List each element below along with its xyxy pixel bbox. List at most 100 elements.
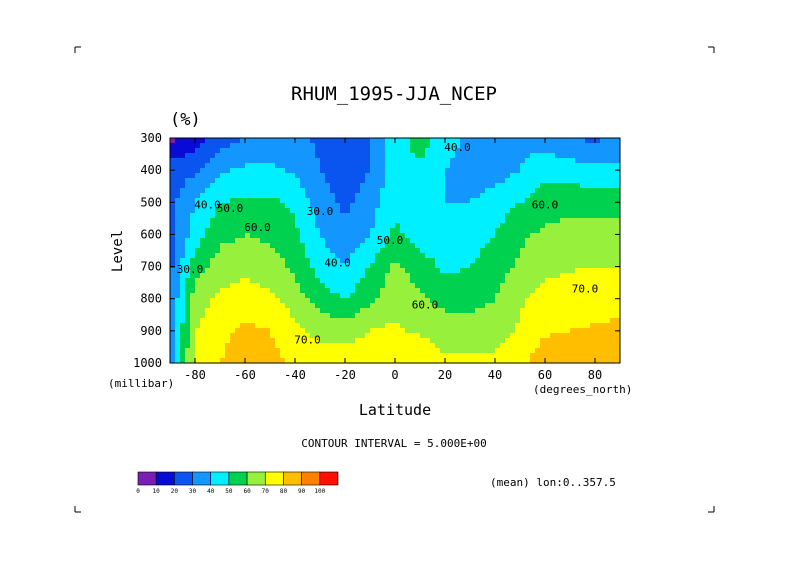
field-cell bbox=[180, 143, 186, 149]
field-cell bbox=[395, 148, 401, 154]
field-cell bbox=[570, 193, 576, 199]
field-cell bbox=[170, 323, 176, 329]
field-cell bbox=[370, 248, 376, 254]
field-cell bbox=[415, 338, 421, 344]
field-cell bbox=[425, 253, 431, 259]
field-cell bbox=[595, 273, 601, 279]
field-cell bbox=[415, 193, 421, 199]
field-cell bbox=[330, 223, 336, 229]
field-cell bbox=[500, 263, 506, 269]
field-cell bbox=[525, 153, 531, 159]
field-cell bbox=[595, 223, 601, 229]
field-cell bbox=[340, 343, 346, 349]
field-cell bbox=[370, 153, 376, 159]
field-cell bbox=[330, 163, 336, 169]
field-cell bbox=[225, 313, 231, 319]
field-cell bbox=[450, 148, 456, 154]
field-cell bbox=[605, 308, 611, 314]
field-cell bbox=[315, 278, 321, 284]
field-cell bbox=[175, 173, 181, 179]
field-cell bbox=[460, 243, 466, 249]
field-cell bbox=[235, 338, 241, 344]
field-cell bbox=[570, 258, 576, 264]
field-cell bbox=[365, 163, 371, 169]
field-cell bbox=[580, 213, 586, 219]
field-cell bbox=[220, 193, 226, 199]
field-cell bbox=[470, 248, 476, 254]
field-cell bbox=[585, 213, 591, 219]
field-cell bbox=[520, 258, 526, 264]
field-cell bbox=[465, 243, 471, 249]
field-cell bbox=[405, 238, 411, 244]
field-cell bbox=[400, 178, 406, 184]
field-cell bbox=[225, 343, 231, 349]
field-cell bbox=[515, 328, 521, 334]
field-cell bbox=[595, 148, 601, 154]
field-cell bbox=[240, 218, 246, 224]
field-cell bbox=[455, 153, 461, 159]
field-cell bbox=[450, 218, 456, 224]
field-cell bbox=[320, 283, 326, 289]
field-cell bbox=[220, 298, 226, 304]
field-cell bbox=[335, 328, 341, 334]
field-cell bbox=[245, 208, 251, 214]
field-cell bbox=[490, 208, 496, 214]
field-cell bbox=[525, 253, 531, 259]
field-cell bbox=[360, 343, 366, 349]
field-cell bbox=[270, 213, 276, 219]
field-cell bbox=[600, 328, 606, 334]
field-cell bbox=[485, 333, 491, 339]
field-cell bbox=[375, 213, 381, 219]
field-cell bbox=[250, 178, 256, 184]
field-cell bbox=[380, 158, 386, 164]
field-cell bbox=[190, 328, 196, 334]
field-cell bbox=[305, 303, 311, 309]
field-cell bbox=[210, 168, 216, 174]
field-cell bbox=[580, 233, 586, 239]
field-cell bbox=[325, 238, 331, 244]
field-cell bbox=[180, 308, 186, 314]
field-cell bbox=[575, 223, 581, 229]
field-cell bbox=[485, 238, 491, 244]
field-cell bbox=[440, 183, 446, 189]
field-cell bbox=[210, 143, 216, 149]
field-cell bbox=[410, 223, 416, 229]
field-cell bbox=[435, 308, 441, 314]
field-cell bbox=[575, 138, 581, 144]
field-cell bbox=[585, 253, 591, 259]
field-cell bbox=[255, 258, 261, 264]
field-cell bbox=[395, 173, 401, 179]
field-cell bbox=[450, 303, 456, 309]
field-cell bbox=[445, 218, 451, 224]
field-cell bbox=[210, 243, 216, 249]
field-cell bbox=[555, 318, 561, 324]
field-cell bbox=[305, 323, 311, 329]
field-cell bbox=[585, 333, 591, 339]
field-cell bbox=[265, 158, 271, 164]
field-cell bbox=[190, 248, 196, 254]
field-cell bbox=[185, 258, 191, 264]
field-cell bbox=[480, 268, 486, 274]
field-cell bbox=[420, 223, 426, 229]
field-cell bbox=[440, 243, 446, 249]
field-cell bbox=[215, 158, 221, 164]
field-cell bbox=[285, 343, 291, 349]
field-cell bbox=[415, 223, 421, 229]
field-cell bbox=[310, 248, 316, 254]
field-cell bbox=[365, 338, 371, 344]
field-cell bbox=[255, 318, 261, 324]
field-cell bbox=[405, 308, 411, 314]
field-cell bbox=[565, 233, 571, 239]
field-cell bbox=[285, 178, 291, 184]
field-cell bbox=[400, 243, 406, 249]
field-cell bbox=[285, 268, 291, 274]
field-cell bbox=[295, 293, 301, 299]
field-cell bbox=[170, 148, 176, 154]
field-cell bbox=[555, 228, 561, 234]
field-cell bbox=[395, 348, 401, 354]
field-cell bbox=[500, 338, 506, 344]
field-cell bbox=[580, 283, 586, 289]
field-cell bbox=[550, 328, 556, 334]
field-cell bbox=[400, 333, 406, 339]
field-cell bbox=[235, 138, 241, 144]
